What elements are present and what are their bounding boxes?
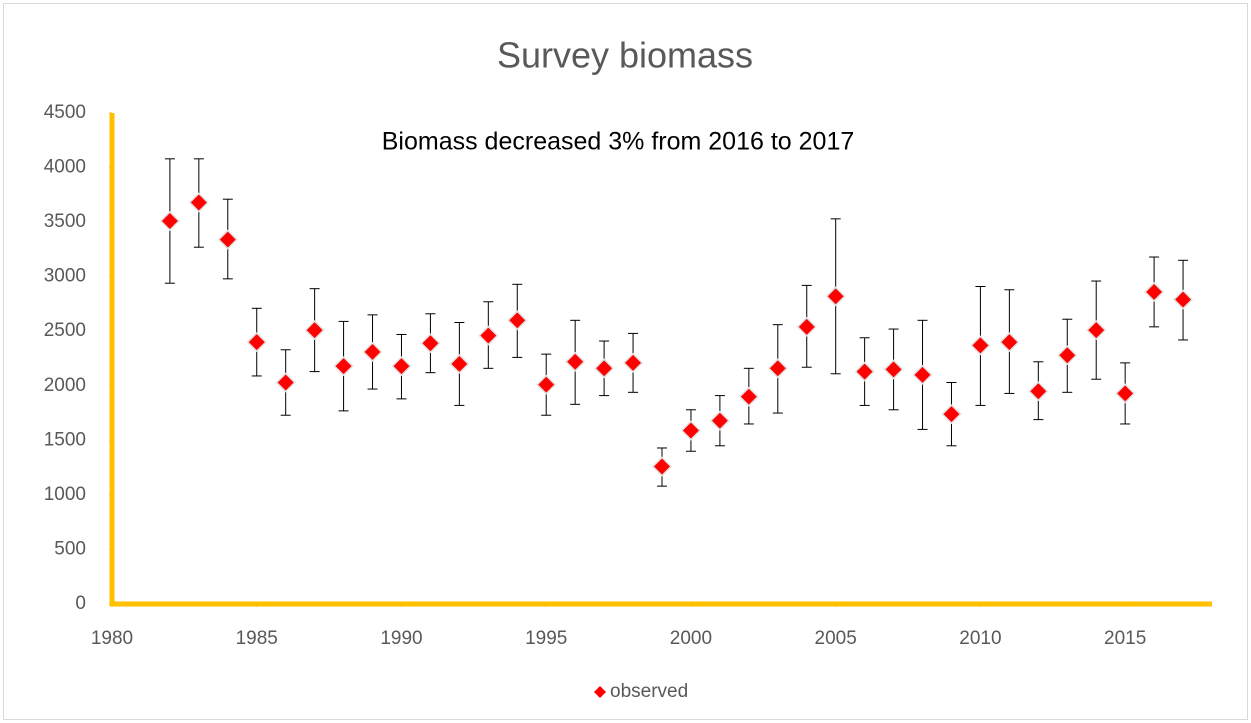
marker <box>594 358 615 379</box>
x-tick-label: 2005 <box>815 628 857 649</box>
marker <box>1028 381 1049 402</box>
x-tick-label: 1980 <box>91 628 133 649</box>
x-tick-label: 2000 <box>670 628 712 649</box>
marker <box>738 386 759 407</box>
y-tick-label: 4000 <box>44 157 86 178</box>
marker <box>941 404 962 425</box>
y-tick-label: 4500 <box>44 102 86 123</box>
marker <box>159 210 180 232</box>
marker <box>188 192 209 213</box>
y-tick-label: 1500 <box>44 429 86 450</box>
x-tick-label: 1995 <box>525 628 567 649</box>
y-tick-label: 500 <box>54 538 86 559</box>
x-tick-label: 2010 <box>959 628 1001 649</box>
legend-label: observed <box>610 681 688 702</box>
marker <box>970 335 991 356</box>
x-tick-label: 1985 <box>236 628 278 649</box>
x-tick-label: 1990 <box>380 628 422 649</box>
marker <box>246 332 267 353</box>
marker <box>651 456 673 477</box>
x-tick-label: 2015 <box>1104 628 1146 649</box>
marker <box>622 352 644 373</box>
marker <box>391 356 412 377</box>
legend-marker <box>594 686 606 698</box>
marker <box>883 359 904 380</box>
y-tick-label: 3500 <box>44 211 86 232</box>
marker <box>1086 320 1107 341</box>
marker <box>999 332 1020 353</box>
marker <box>304 320 325 341</box>
marker <box>1172 289 1194 310</box>
marker <box>362 341 383 363</box>
marker <box>536 374 557 395</box>
marker <box>796 316 817 337</box>
marker <box>507 310 528 331</box>
marker <box>565 351 586 372</box>
marker <box>1144 281 1165 303</box>
marker <box>1057 345 1078 366</box>
marker <box>449 353 470 375</box>
marker <box>420 333 441 354</box>
marker <box>1115 383 1136 404</box>
marker <box>767 358 788 379</box>
y-tick-label: 0 <box>75 593 86 614</box>
chart-title: Survey biomass <box>497 35 753 76</box>
marker <box>275 372 296 393</box>
marker <box>825 286 846 307</box>
marker <box>912 364 933 385</box>
marker <box>680 420 702 441</box>
y-tick-label: 2500 <box>44 320 86 341</box>
marker <box>709 410 730 431</box>
y-tick-label: 3000 <box>44 266 86 287</box>
y-tick-label: 1000 <box>44 484 86 505</box>
marker <box>854 361 875 382</box>
marker <box>478 325 499 346</box>
marker <box>217 229 238 250</box>
annotation: Biomass decreased 3% from 2016 to 2017 <box>382 128 855 156</box>
y-tick-label: 2000 <box>44 375 86 396</box>
marker <box>333 356 354 377</box>
